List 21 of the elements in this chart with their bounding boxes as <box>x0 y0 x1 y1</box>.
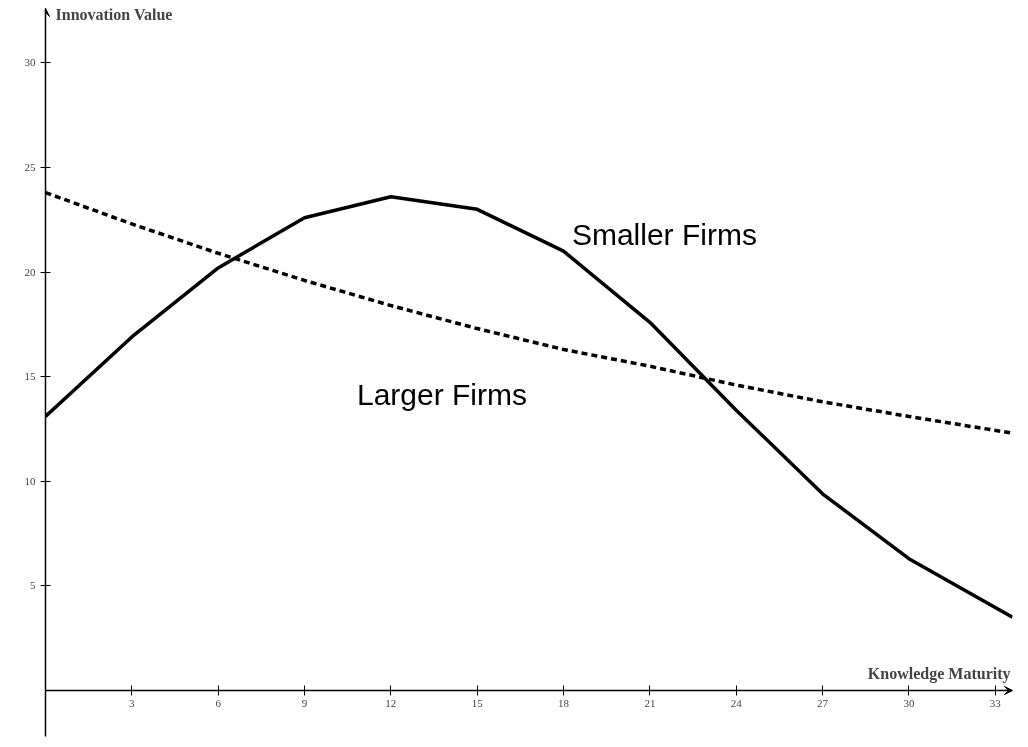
y-axis-title: Innovation Value <box>55 5 173 23</box>
x-tick-label: 18 <box>558 697 570 710</box>
series-label: Smaller Firms <box>571 217 757 251</box>
x-tick-label: 24 <box>730 697 743 710</box>
x-tick-label: 9 <box>301 697 308 710</box>
x-tick-label: 6 <box>215 697 222 710</box>
y-tick-label: 10 <box>24 474 36 487</box>
y-tick-label: 15 <box>24 370 36 383</box>
y-tick-label: 25 <box>24 160 36 173</box>
y-tick-label: 20 <box>24 265 36 278</box>
x-tick-label: 12 <box>385 697 397 710</box>
y-tick-label: 5 <box>30 579 36 592</box>
x-tick-label: 33 <box>989 697 1002 710</box>
y-tick-label: 30 <box>24 56 36 69</box>
x-tick-label: 21 <box>644 697 656 710</box>
x-tick-label: 30 <box>903 697 915 710</box>
series-label: Larger Firms <box>356 377 527 411</box>
x-axis-title: Knowledge Maturity <box>867 665 1011 684</box>
x-tick-label: 3 <box>129 697 136 710</box>
x-tick-label: 15 <box>471 697 484 710</box>
x-tick-label: 27 <box>817 697 829 710</box>
